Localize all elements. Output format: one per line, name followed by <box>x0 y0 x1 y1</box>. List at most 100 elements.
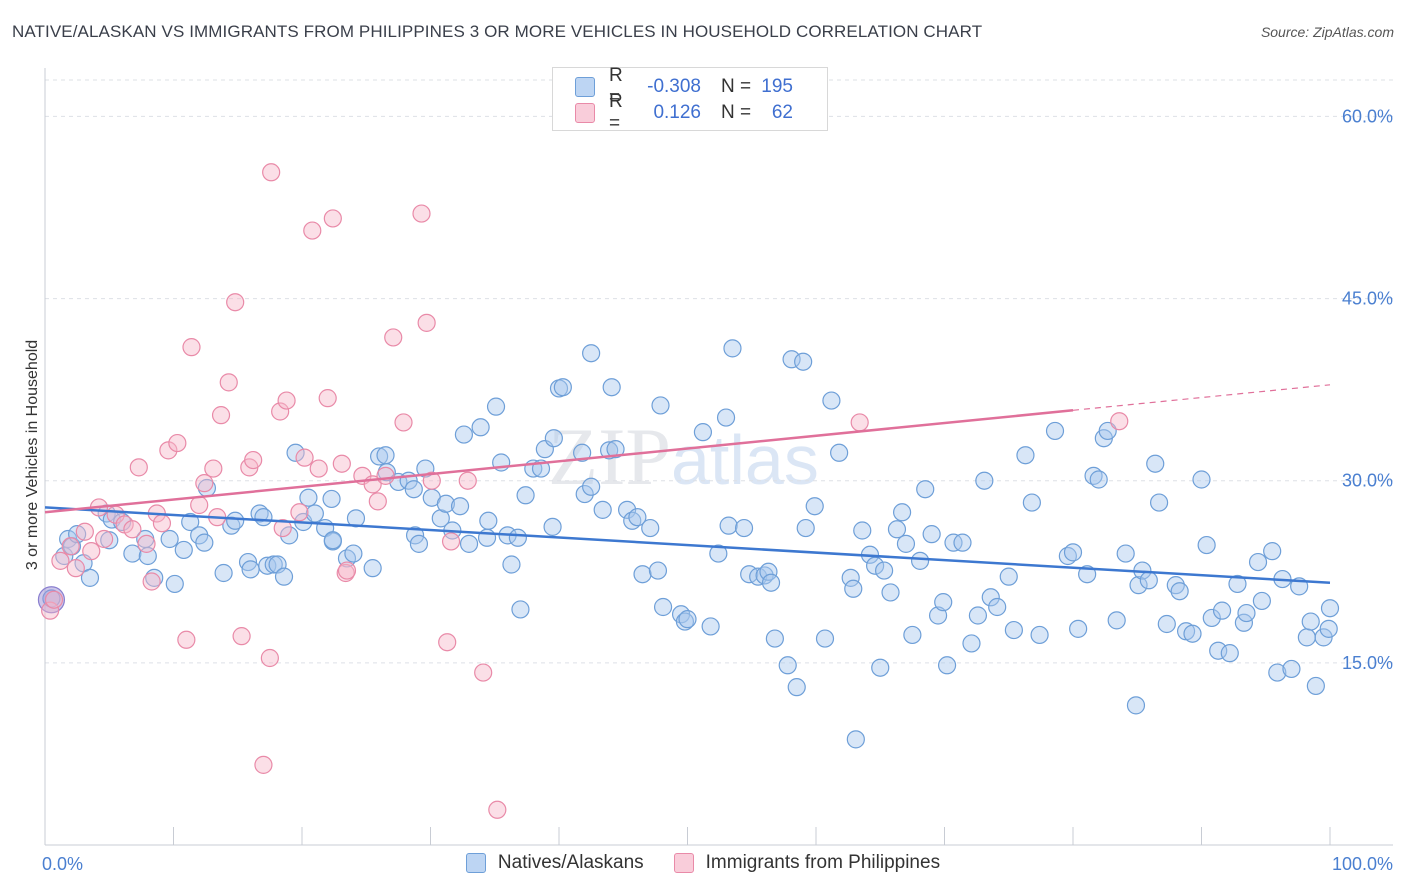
native-point <box>471 418 490 437</box>
native-point <box>1139 571 1158 590</box>
native-point <box>1116 544 1135 563</box>
philippines-point <box>142 572 161 591</box>
legend-label: Immigrants from Philippines <box>705 852 941 873</box>
chart-title: NATIVE/ALASKAN VS IMMIGRANTS FROM PHILIP… <box>12 22 983 41</box>
natives-points <box>37 339 1340 749</box>
native-point <box>618 500 637 519</box>
native-point <box>370 447 389 466</box>
native-point <box>1089 470 1108 489</box>
philippines-point <box>75 522 94 541</box>
native-point <box>844 579 863 598</box>
y-tick-label: 15.0% <box>1342 653 1393 673</box>
native-point <box>508 528 527 547</box>
native-point <box>1016 446 1035 465</box>
native-point <box>1098 421 1117 441</box>
native-point <box>796 518 815 538</box>
native-point <box>511 600 530 619</box>
native-point <box>765 629 784 648</box>
philippines-point <box>1110 412 1129 431</box>
native-point <box>123 544 142 563</box>
philippines-point <box>337 561 357 580</box>
philippines-point <box>66 559 85 578</box>
native-point <box>1252 591 1271 611</box>
native-point <box>953 533 972 552</box>
native-point <box>881 583 900 602</box>
philippines-point <box>368 492 387 511</box>
native-point <box>502 555 521 574</box>
legend-label: Natives/Alaskans <box>497 852 644 873</box>
native-point <box>782 350 801 369</box>
philippines-point <box>332 454 351 473</box>
native-point <box>1192 470 1211 489</box>
native-point <box>323 531 342 550</box>
legend-item-natives[interactable]: Natives/Alaskans <box>465 852 644 874</box>
native-point <box>1212 601 1232 620</box>
native-point <box>1126 696 1146 715</box>
native-point <box>573 443 592 462</box>
philippines-point <box>303 221 322 240</box>
philippines-point <box>137 534 156 553</box>
native-point <box>794 352 813 371</box>
native-point <box>701 617 720 636</box>
axes <box>44 68 1393 846</box>
native-point <box>582 477 601 496</box>
native-point <box>241 560 260 579</box>
native-point <box>709 544 728 563</box>
native-point <box>641 518 660 538</box>
native-point <box>1282 659 1301 679</box>
native-point <box>436 494 456 513</box>
native-point <box>454 425 474 444</box>
native-point <box>344 544 363 563</box>
native-point <box>1263 542 1282 561</box>
native-point <box>1129 576 1148 595</box>
native-point <box>274 567 294 586</box>
r-value: -0.308 <box>647 76 701 97</box>
native-point <box>910 551 930 570</box>
philippines-point <box>211 406 231 425</box>
native-point <box>937 656 957 675</box>
native-point <box>815 629 835 648</box>
native-point <box>822 391 841 410</box>
native-point <box>254 508 273 527</box>
philippines-point <box>384 328 403 347</box>
native-point <box>450 497 470 516</box>
native-point <box>787 678 806 697</box>
native-point <box>459 534 479 553</box>
native-point <box>928 606 948 625</box>
native-point <box>999 567 1018 586</box>
native-point <box>214 563 233 583</box>
watermark-atlas: atlas <box>671 421 819 499</box>
philippines-point <box>295 448 314 467</box>
native-point <box>653 597 673 617</box>
native-point <box>553 378 572 397</box>
philippines-point <box>318 389 337 408</box>
native-point <box>1228 574 1247 594</box>
legend-row-philippines: R = 0.126 N = 62 <box>575 91 793 134</box>
philippines-point <box>129 458 148 477</box>
native-point <box>264 555 283 574</box>
native-point <box>628 508 647 527</box>
native-point <box>1149 493 1169 512</box>
native-point <box>1170 582 1189 601</box>
legend-item-philippines[interactable]: Immigrants from Philippines <box>673 852 941 874</box>
philippines-point <box>262 163 281 182</box>
native-point <box>1301 612 1320 631</box>
philippines-point <box>271 402 290 421</box>
philippines-point <box>422 471 441 490</box>
philippines-point <box>260 648 279 668</box>
native-point <box>602 378 621 397</box>
native-point <box>606 440 625 459</box>
y-tick-label: 45.0% <box>1342 289 1393 309</box>
native-point <box>916 480 935 499</box>
native-point <box>1268 663 1287 682</box>
n-label: N = <box>721 102 752 123</box>
native-point <box>988 597 1007 617</box>
native-point <box>968 606 988 625</box>
native-point <box>600 441 619 460</box>
native-point <box>1202 608 1221 628</box>
philippines-point <box>323 209 342 228</box>
native-point <box>734 518 754 538</box>
native-point <box>903 625 922 645</box>
philippines-point <box>290 503 309 522</box>
